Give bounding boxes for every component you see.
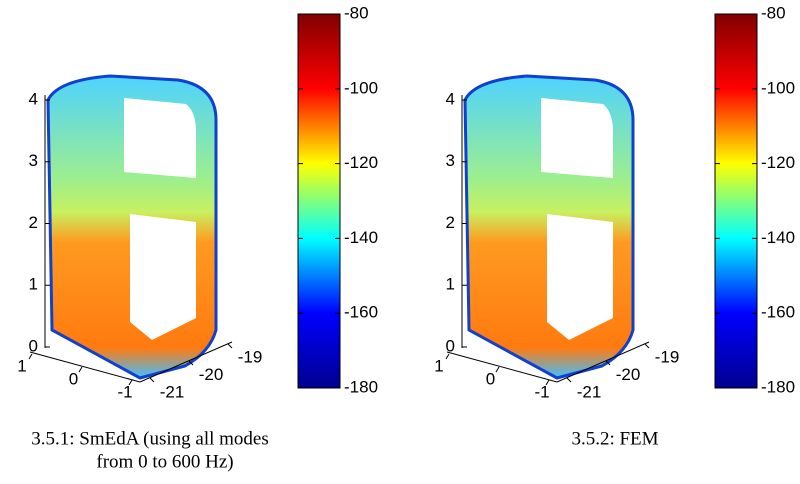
colorbar-tick-label: -100 [344, 78, 378, 97]
colorbar-tick-label: -120 [761, 153, 795, 172]
colorbar [297, 13, 341, 389]
z-tick-label: 1 [446, 275, 455, 294]
z-tick-label: 0 [29, 336, 38, 355]
y-tick-label: -21 [160, 382, 185, 401]
x-tick [128, 379, 133, 386]
x-axis [29, 351, 141, 383]
z-tick-label: 0 [446, 336, 455, 355]
colorbar-tick-label: -100 [761, 78, 795, 97]
x-tick-label: 1 [17, 356, 26, 375]
z-tick-label: 4 [29, 89, 38, 108]
caption: 3.5.2: FEM [571, 428, 658, 449]
y-tick [566, 377, 572, 383]
z-tick-label: 2 [29, 213, 38, 232]
y-tick [644, 343, 650, 349]
colorbar-tick-label: -120 [344, 153, 378, 172]
caption: 3.5.1: SmEdA (using all modes [31, 428, 269, 449]
opening [541, 98, 613, 178]
x-tick [545, 379, 550, 386]
y-tick [605, 360, 611, 366]
z-tick-label: 3 [446, 151, 455, 170]
y-tick [149, 377, 155, 383]
x-tick [495, 366, 500, 373]
y-tick-label: -21 [577, 382, 602, 401]
colorbar-tick-label: -160 [344, 303, 378, 322]
x-axis [446, 351, 558, 383]
x-tick-label: 0 [69, 369, 78, 388]
z-tick-label: 3 [29, 151, 38, 170]
opening [130, 214, 196, 340]
z-tick-label: 4 [446, 89, 455, 108]
x-tick-label: -1 [534, 382, 549, 401]
y-axis [556, 341, 650, 383]
colorbar-tick-label: -140 [344, 228, 378, 247]
z-tick-label: 1 [29, 275, 38, 294]
y-tick [188, 360, 194, 366]
colorbar-tick-label: -140 [761, 228, 795, 247]
y-tick [227, 343, 233, 349]
colorbar [714, 13, 758, 389]
x-tick [28, 353, 33, 360]
caption: from 0 to 600 Hz) [96, 451, 233, 472]
x-tick [445, 353, 450, 360]
y-tick-label: -19 [238, 347, 263, 366]
opening [547, 214, 613, 340]
colorbar-tick-label: -80 [344, 3, 369, 22]
colorbar-tick-label: -80 [761, 3, 786, 22]
colorbar-tick-label: -180 [344, 377, 378, 396]
colorbar-tick-label: -180 [761, 377, 795, 396]
colorbar-tick-label: -160 [761, 303, 795, 322]
y-tick-label: -19 [655, 347, 680, 366]
opening [124, 98, 196, 178]
x-tick-label: 0 [486, 369, 495, 388]
x-tick [78, 366, 83, 373]
x-tick-label: 1 [434, 356, 443, 375]
y-axis [139, 341, 233, 383]
y-tick-label: -20 [199, 365, 224, 384]
x-tick-label: -1 [117, 382, 132, 401]
z-tick-label: 2 [446, 213, 455, 232]
y-tick-label: -20 [616, 365, 641, 384]
